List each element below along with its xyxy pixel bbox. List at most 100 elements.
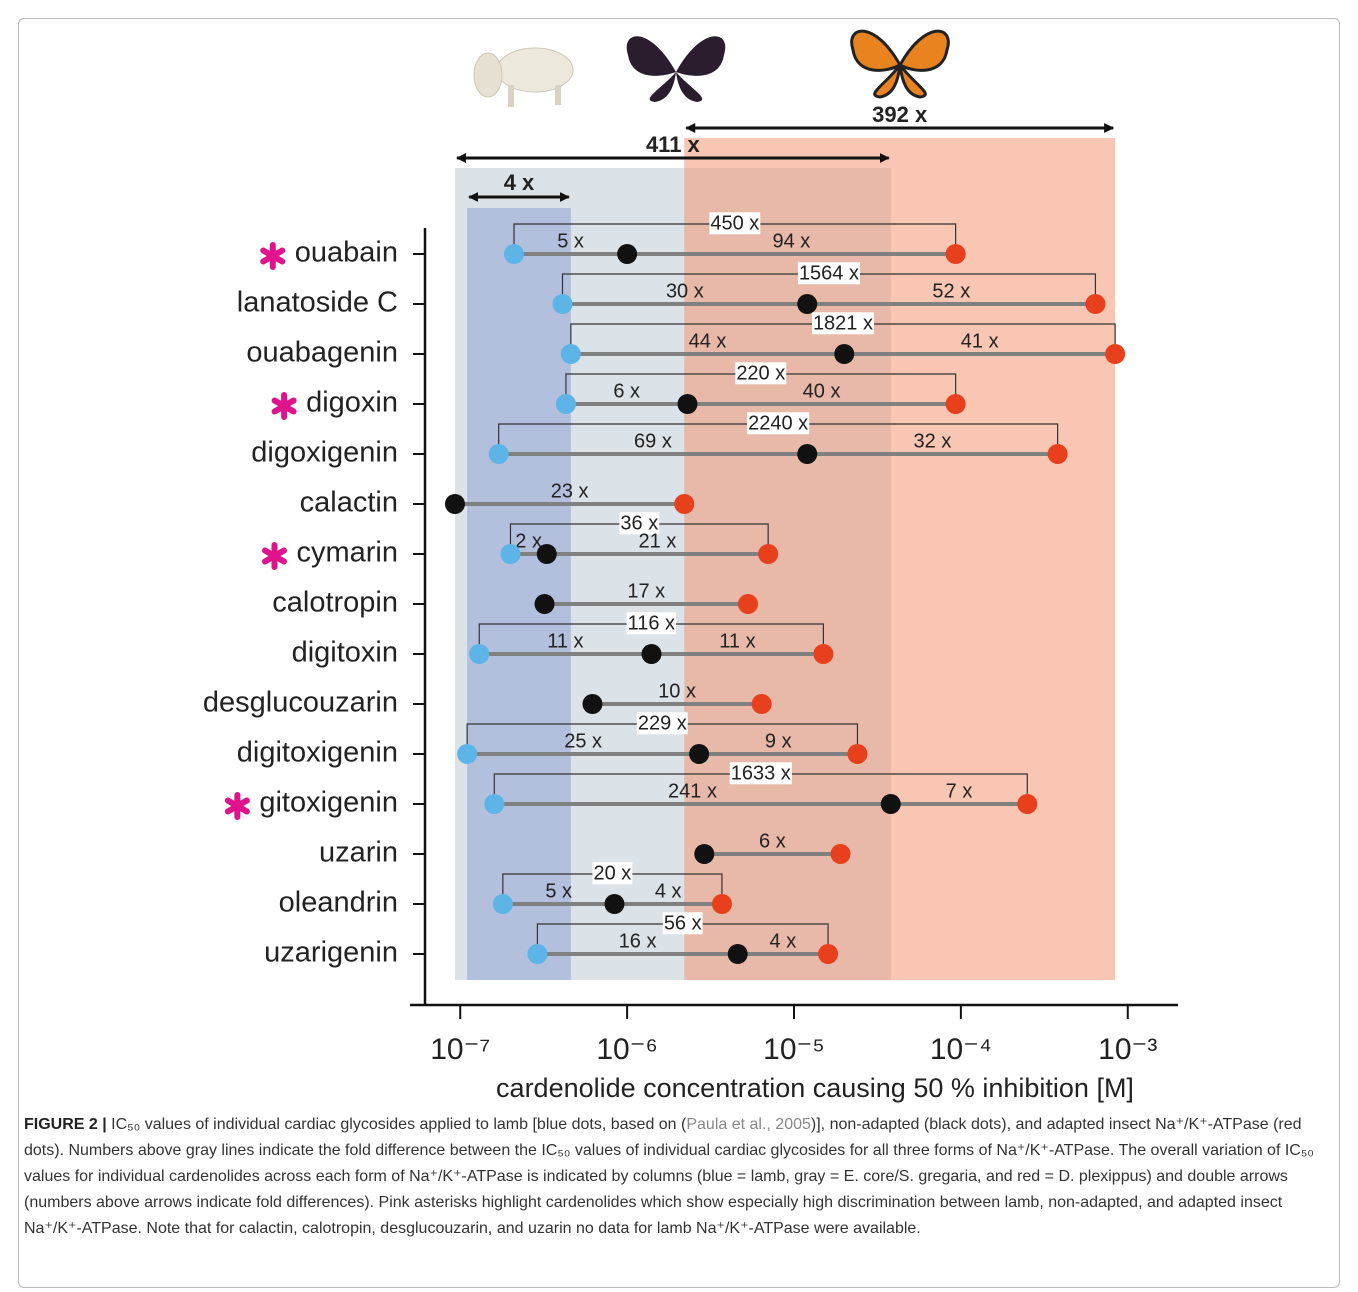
fold-label: 1564 x bbox=[799, 262, 859, 284]
fold-label: 41 x bbox=[961, 330, 999, 352]
y-tick-label: ouabagenin bbox=[246, 337, 398, 369]
dot bbox=[728, 944, 748, 964]
y-tick-label: gitoxigenin bbox=[259, 787, 398, 819]
fold-label: 116 x bbox=[628, 612, 675, 634]
dot bbox=[797, 294, 817, 314]
x-tick-label: 10⁻⁷ bbox=[430, 1033, 490, 1066]
dot bbox=[1017, 794, 1037, 814]
x-tick-label: 10⁻⁶ bbox=[596, 1033, 658, 1066]
fold-label: 32 x bbox=[914, 430, 952, 452]
fold-label: 1821 x bbox=[813, 312, 873, 334]
fold-label: 69 x bbox=[634, 430, 672, 452]
dot bbox=[535, 594, 555, 614]
y-tick-label: ouabain bbox=[295, 237, 398, 269]
fold-label: 1633 x bbox=[731, 762, 791, 784]
dot bbox=[694, 844, 714, 864]
dot bbox=[582, 694, 602, 714]
dot bbox=[1085, 294, 1105, 314]
range-label: 411 x bbox=[646, 132, 701, 157]
dot bbox=[552, 294, 572, 314]
dot bbox=[469, 644, 489, 664]
dot bbox=[813, 644, 833, 664]
y-tick-label: uzarigenin bbox=[264, 937, 398, 969]
dot bbox=[561, 344, 581, 364]
range-label: 392 x bbox=[872, 102, 928, 127]
dot bbox=[946, 244, 966, 264]
lamb-image bbox=[474, 48, 573, 107]
x-tick-label: 10⁻⁵ bbox=[763, 1033, 825, 1066]
y-tick-label: digoxigenin bbox=[251, 437, 398, 469]
fold-label: 450 x bbox=[710, 212, 759, 234]
dot bbox=[712, 894, 732, 914]
fold-label: 30 x bbox=[666, 280, 704, 302]
dot bbox=[1048, 444, 1068, 464]
fold-label: 4 x bbox=[655, 880, 682, 902]
dot bbox=[831, 844, 851, 864]
highlight-asterisk bbox=[228, 795, 247, 817]
fold-label: 5 x bbox=[545, 880, 572, 902]
dot bbox=[834, 344, 854, 364]
highlight-asterisk bbox=[275, 395, 294, 417]
caption: FIGURE 2 | IC₅₀ values of individual car… bbox=[24, 1112, 1334, 1242]
y-tick-label: desglucouzarin bbox=[203, 687, 398, 719]
fold-label: 4 x bbox=[770, 930, 797, 952]
fold-label: 23 x bbox=[551, 480, 589, 502]
citation[interactable]: Paula et al., 2005 bbox=[686, 1116, 811, 1133]
fold-label: 6 x bbox=[613, 380, 640, 402]
dot bbox=[847, 744, 867, 764]
fold-label: 52 x bbox=[932, 280, 970, 302]
dot bbox=[457, 744, 477, 764]
dot bbox=[752, 694, 772, 714]
dot bbox=[489, 444, 509, 464]
monarch-image bbox=[852, 31, 949, 97]
caption-text: )], non-adapted (black dots), and adapte… bbox=[24, 1116, 1314, 1237]
dot bbox=[818, 944, 838, 964]
fold-label: 10 x bbox=[658, 680, 696, 702]
dot bbox=[881, 794, 901, 814]
y-tick-label: oleandrin bbox=[279, 887, 398, 919]
caption-label: FIGURE 2 | bbox=[24, 1116, 107, 1133]
fold-label: 11 x bbox=[719, 630, 755, 652]
range-label: 4 x bbox=[504, 170, 535, 195]
dot bbox=[738, 594, 758, 614]
fold-label: 9 x bbox=[765, 730, 792, 752]
dot bbox=[674, 494, 694, 514]
dot bbox=[527, 944, 547, 964]
dot bbox=[946, 394, 966, 414]
dot bbox=[758, 544, 778, 564]
fold-label: 21 x bbox=[639, 530, 677, 552]
fold-label: 6 x bbox=[759, 830, 786, 852]
dot bbox=[617, 244, 637, 264]
x-tick-label: 10⁻⁴ bbox=[930, 1033, 992, 1066]
y-tick-label: calotropin bbox=[272, 587, 398, 619]
dot bbox=[493, 894, 513, 914]
fold-label: 229 x bbox=[638, 712, 687, 734]
y-tick-label: digoxin bbox=[306, 387, 398, 419]
fold-label: 220 x bbox=[736, 362, 785, 384]
fold-label: 2240 x bbox=[748, 412, 808, 434]
dot bbox=[500, 544, 520, 564]
dot bbox=[484, 794, 504, 814]
x-axis-label: cardenolide concentration causing 50 % i… bbox=[496, 1073, 1134, 1103]
butterfly-image bbox=[627, 36, 726, 102]
dot bbox=[504, 244, 524, 264]
y-tick-label: uzarin bbox=[319, 837, 398, 869]
fold-label: 11 x bbox=[547, 630, 583, 652]
fold-label: 16 x bbox=[619, 930, 657, 952]
fold-label: 241 x bbox=[668, 780, 717, 802]
highlight-asterisk bbox=[263, 245, 282, 267]
dot bbox=[1105, 344, 1125, 364]
fold-label: 40 x bbox=[803, 380, 841, 402]
dot bbox=[642, 644, 662, 664]
dot bbox=[677, 394, 697, 414]
fold-label: 7 x bbox=[946, 780, 973, 802]
fold-label: 25 x bbox=[564, 730, 602, 752]
y-tick-label: calactin bbox=[300, 487, 398, 519]
fold-label: 5 x bbox=[557, 230, 584, 252]
y-tick-label: digitoxigenin bbox=[237, 737, 398, 769]
dot bbox=[604, 894, 624, 914]
range-column bbox=[467, 208, 571, 980]
x-tick-label: 10⁻³ bbox=[1098, 1033, 1157, 1066]
y-tick-label: lanatoside C bbox=[237, 287, 398, 319]
chart: cardenolide concentration causing 50 % i… bbox=[0, 0, 1358, 1105]
